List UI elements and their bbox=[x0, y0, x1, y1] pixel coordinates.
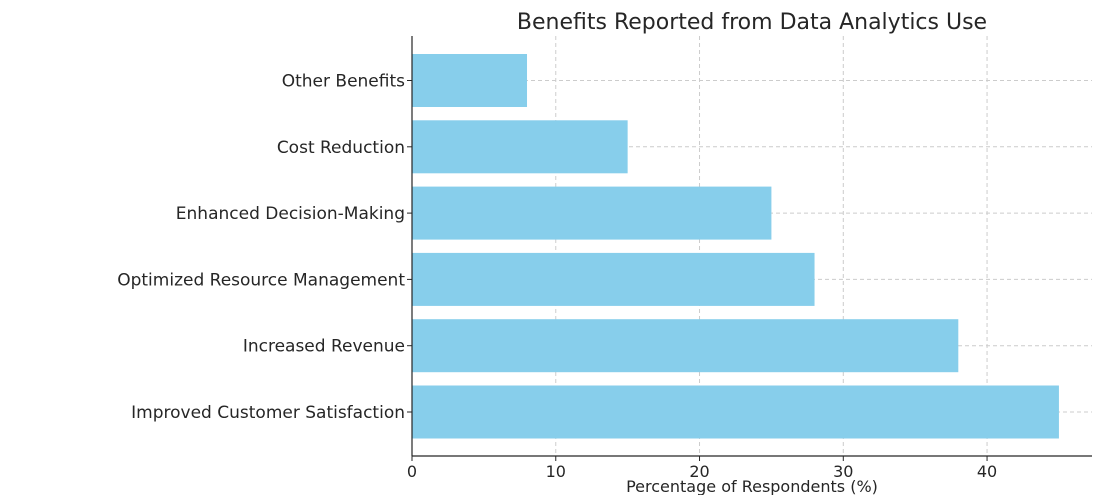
category-label: Increased Revenue bbox=[243, 337, 405, 357]
bars bbox=[412, 54, 1059, 439]
bar bbox=[412, 252, 815, 306]
category-label: Other Benefits bbox=[282, 72, 405, 92]
x-tick-label: 40 bbox=[977, 462, 997, 481]
bar bbox=[412, 120, 628, 174]
x-tick-label: 20 bbox=[689, 462, 709, 481]
bar bbox=[412, 54, 528, 107]
x-tick-label: 30 bbox=[833, 462, 853, 481]
bar bbox=[412, 319, 959, 373]
bar bbox=[412, 186, 772, 240]
bar bbox=[412, 385, 1059, 439]
x-tick-label: 10 bbox=[546, 462, 566, 481]
chart-title: Benefits Reported from Data Analytics Us… bbox=[517, 10, 987, 35]
category-label: Cost Reduction bbox=[277, 138, 405, 158]
x-tick-label: 0 bbox=[407, 462, 417, 481]
x-axis-label: Percentage of Respondents (%) bbox=[626, 477, 878, 495]
category-label: Improved Customer Satisfaction bbox=[131, 403, 405, 423]
category-label: Enhanced Decision-Making bbox=[176, 204, 405, 224]
x-axis-ticks: 0 10 20 30 40 bbox=[407, 456, 997, 481]
category-label: Optimized Resource Management bbox=[117, 270, 405, 290]
category-labels: Improved Customer Satisfaction Increased … bbox=[117, 72, 412, 423]
